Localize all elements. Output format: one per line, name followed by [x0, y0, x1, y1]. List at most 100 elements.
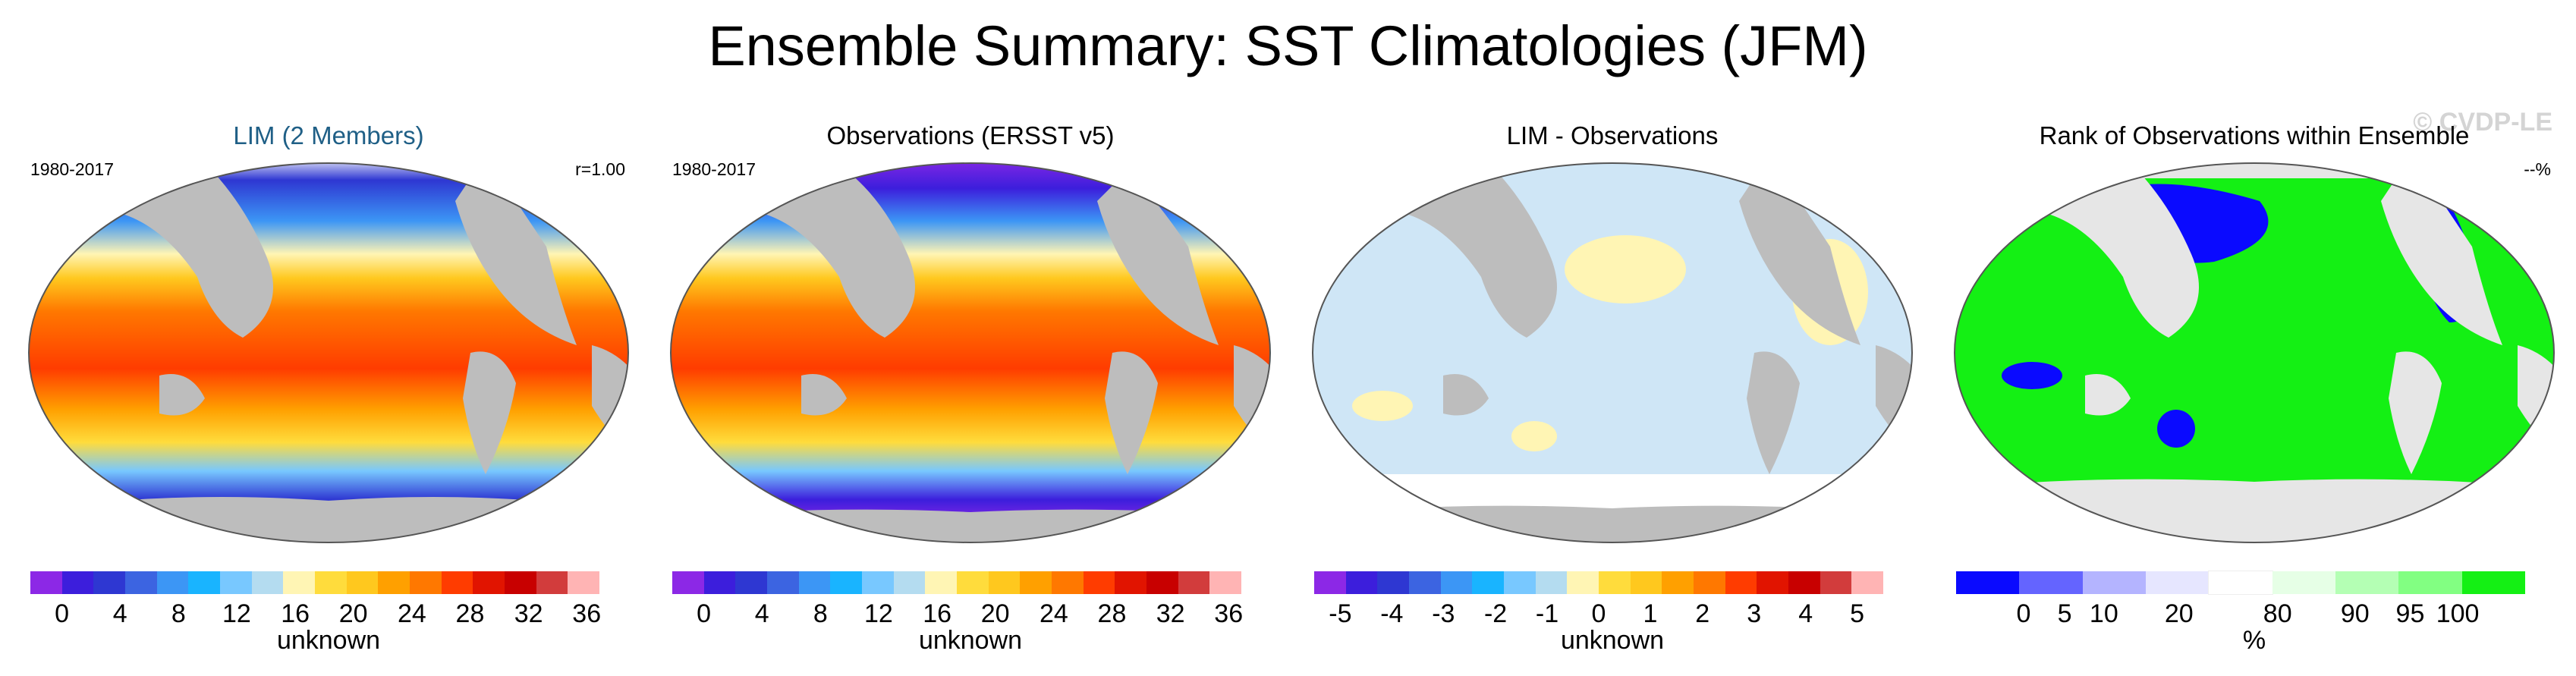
- tick-label: 95: [2395, 599, 2425, 628]
- tick-label: 10: [2089, 599, 2118, 628]
- colorbar-swatch: [30, 571, 62, 594]
- colorbar-swatch: [703, 571, 736, 594]
- colorbar-units: unknown: [1560, 626, 1665, 655]
- rank-map: [1954, 162, 2555, 543]
- colorbar-swatch: [346, 571, 379, 594]
- tick-label: 20: [2164, 599, 2194, 628]
- tick-label: 4: [754, 599, 769, 628]
- colorbar-swatch: [1209, 571, 1241, 594]
- panel-title: Observations (ERSST v5): [826, 121, 1115, 149]
- panel-observations: Observations (ERSST v5) 1980-2017: [657, 121, 1284, 676]
- figure-title: Ensemble Summary: SST Climatologies (JFM…: [708, 14, 1868, 77]
- tick-label: 5: [2057, 599, 2072, 628]
- colorbar-swatch: [956, 571, 989, 594]
- tick-label: 16: [281, 599, 310, 628]
- colorbar-swatch: [1956, 571, 2020, 594]
- tick-label: 0: [2016, 599, 2031, 628]
- colorbar-swatch: [314, 571, 347, 594]
- colorbar: [672, 571, 1241, 594]
- colorbar-units: unknown: [276, 626, 381, 655]
- colorbar-swatch: [830, 571, 862, 594]
- colorbar-swatch: [1693, 571, 1725, 594]
- tick-label: 24: [1039, 599, 1068, 628]
- tick-label: 4: [112, 599, 127, 628]
- tick-label: 3: [1747, 599, 1762, 628]
- tick-label: -2: [1483, 599, 1508, 628]
- colorbar-swatch: [1725, 571, 1757, 594]
- tick-label: 90: [2340, 599, 2370, 628]
- tick-label: 36: [572, 599, 602, 628]
- colorbar-swatch: [219, 571, 252, 594]
- colorbar-swatch: [188, 571, 220, 594]
- tick-label: 2: [1695, 599, 1710, 628]
- colorbar-swatch: [798, 571, 831, 594]
- colorbar-swatch: [124, 571, 157, 594]
- colorbar-swatch: [1662, 571, 1694, 594]
- colorbar-swatch: [61, 571, 94, 594]
- colorbar-swatch: [2335, 571, 2399, 594]
- colorbar-ticks: -5 -4 -3 -2 -1 0 1 2 3 4 5: [1299, 599, 1926, 630]
- period-label: 1980-2017: [30, 159, 114, 179]
- colorbar: [30, 571, 599, 594]
- tick-label: 32: [514, 599, 543, 628]
- percent-label: --%: [2524, 159, 2551, 179]
- colorbar-swatch: [672, 571, 704, 594]
- colorbar-swatch: [1377, 571, 1409, 594]
- colorbar-swatch: [1472, 571, 1504, 594]
- colorbar-swatch: [1314, 571, 1346, 594]
- colorbar-swatch: [283, 571, 315, 594]
- colorbar-swatch: [1051, 571, 1084, 594]
- colorbar-swatch: [1535, 571, 1568, 594]
- tick-label: 12: [222, 599, 251, 628]
- colorbar-swatch: [2272, 571, 2335, 594]
- colorbar-ticks: 0 4 8 12 16 20 24 28 32 36: [657, 599, 1284, 630]
- colorbar-units: %: [2242, 626, 2266, 655]
- colorbar-swatch: [2398, 571, 2462, 594]
- colorbar-swatch: [568, 571, 599, 594]
- sst-map-lim: [28, 162, 629, 543]
- tick-label: 0: [55, 599, 70, 628]
- colorbar-swatch: [1178, 571, 1210, 594]
- panel-title: LIM - Observations: [1506, 121, 1719, 149]
- panel-title: Rank of Observations within Ensemble: [2039, 121, 2470, 149]
- colorbar-swatch: [1757, 571, 1788, 594]
- tick-label: 24: [397, 599, 426, 628]
- colorbar: [1956, 571, 2525, 595]
- colorbar-swatch: [925, 571, 957, 594]
- panel-title: LIM (2 Members): [233, 121, 424, 149]
- correlation-label: r=1.00: [575, 159, 625, 179]
- sst-map-observations: [670, 162, 1271, 543]
- colorbar-swatch: [504, 571, 536, 594]
- tick-label: -1: [1535, 599, 1559, 628]
- colorbar-swatch: [2019, 571, 2083, 594]
- colorbar-swatch: [861, 571, 894, 594]
- colorbar-swatch: [251, 571, 284, 594]
- tick-label: 8: [171, 599, 186, 628]
- colorbar-swatch: [1567, 571, 1599, 594]
- tick-label: 28: [1097, 599, 1127, 628]
- tick-label: 80: [2263, 599, 2292, 628]
- tick-label: 12: [864, 599, 893, 628]
- colorbar-swatch: [2145, 571, 2210, 594]
- colorbar-swatch: [1851, 571, 1883, 594]
- colorbar-swatch: [1440, 571, 1473, 594]
- colorbar-swatch: [1345, 571, 1378, 594]
- panel-lim: LIM (2 Members) 1980-2017 r=1.00: [15, 121, 642, 676]
- colorbar-swatch: [1146, 571, 1178, 594]
- colorbar-units: unknown: [918, 626, 1023, 655]
- colorbar-swatch: [766, 571, 799, 594]
- colorbar-swatch: [2208, 571, 2273, 595]
- colorbar-swatch: [93, 571, 125, 594]
- colorbar-swatch: [1788, 571, 1820, 594]
- colorbar-swatch: [2082, 571, 2146, 594]
- colorbar-swatch: [473, 571, 505, 594]
- colorbar-swatch: [536, 571, 568, 594]
- colorbar-swatch: [1115, 571, 1146, 594]
- colorbar-swatch: [988, 571, 1021, 594]
- tick-label: 28: [455, 599, 485, 628]
- colorbar-swatch: [1020, 571, 1052, 594]
- colorbar-swatch: [409, 571, 442, 594]
- period-label: 1980-2017: [672, 159, 756, 179]
- tick-label: 100: [2436, 599, 2480, 628]
- panel-rank: © CVDP-LE Rank of Observations within En…: [1941, 108, 2568, 676]
